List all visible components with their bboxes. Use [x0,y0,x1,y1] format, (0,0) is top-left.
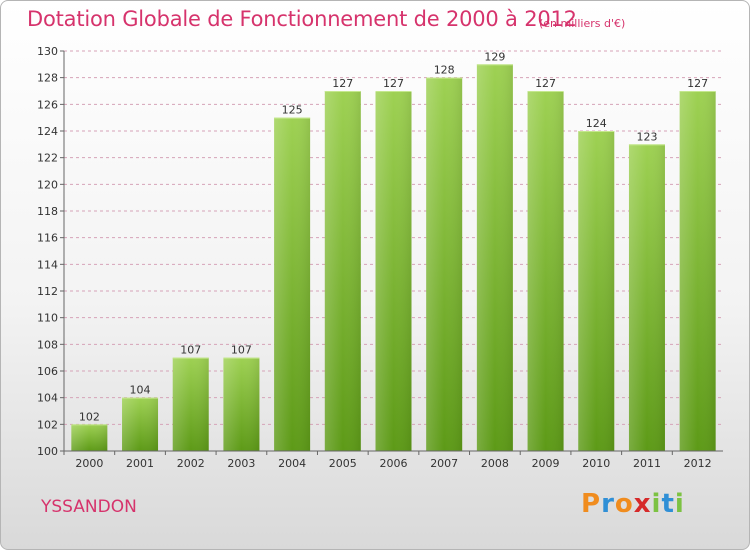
proxiti-logo: Proxiti [581,489,685,519]
logo-letter: t [661,489,675,519]
y-tick-label: 126 [37,98,58,111]
y-tick-label: 104 [37,392,58,405]
y-tick-label: 114 [37,258,58,271]
value-label: 128 [434,64,455,77]
bar-shine [122,397,159,451]
value-label: 123 [636,130,657,143]
value-label: 107 [231,344,252,357]
logo-letter: o [614,489,634,519]
x-tick-label: 2004 [278,457,306,470]
x-tick-label: 2011 [633,457,661,470]
bar-shine [476,64,513,452]
value-label: 104 [130,384,151,397]
x-tick-label: 2008 [481,457,509,470]
unit-note: (en milliers d'€) [539,17,626,30]
x-tick-label: 2012 [684,457,712,470]
y-tick-label: 110 [37,312,58,325]
x-tick-label: 2007 [430,457,458,470]
y-tick-label: 124 [37,125,58,138]
y-tick-label: 120 [37,178,58,191]
chart-title: Dotation Globale de Fonctionnement de 20… [27,7,577,31]
x-tick-label: 2003 [227,457,255,470]
y-tick-label: 118 [37,205,58,218]
value-label: 129 [484,50,505,63]
bar-shine [274,117,311,452]
bar-shine [426,77,463,452]
y-tick-label: 106 [37,365,58,378]
bar-shine [71,424,108,451]
y-tick-label: 100 [37,445,58,458]
x-tick-label: 2002 [177,457,205,470]
y-tick-label: 128 [37,72,58,85]
x-tick-label: 2001 [126,457,154,470]
bar-shine [375,91,412,451]
bar-shine [223,357,260,451]
value-label: 127 [535,77,556,90]
bars: 102 104 107 107 125 127 127 128 129 127 124 123 127 [71,50,716,452]
x-tick-label: 2006 [380,457,408,470]
value-label: 127 [383,77,404,90]
bar-shine [628,144,665,452]
logo-letter: x [633,489,652,519]
bar-shine [679,91,716,451]
bar-shine [324,91,361,451]
x-tick-label: 2005 [329,457,357,470]
x-tick-label: 2009 [532,457,560,470]
value-label: 125 [282,104,303,117]
bar-shine [527,91,564,451]
axes: 1001021041061081101121141161181201221241… [37,45,723,470]
value-label: 102 [79,410,100,423]
value-label: 107 [180,344,201,357]
value-label: 127 [687,77,708,90]
logo-letter: i [651,489,662,519]
x-tick-label: 2010 [582,457,610,470]
logo-letter: r [601,489,615,519]
logo-letter: i [674,489,685,519]
logo-letter: P [581,489,602,519]
y-tick-label: 108 [37,338,58,351]
x-tick-label: 2000 [75,457,103,470]
y-tick-label: 102 [37,418,58,431]
value-label: 127 [332,77,353,90]
y-tick-label: 116 [37,232,58,245]
commune-name: YSSANDON [41,497,137,517]
bar-shine [172,357,209,451]
y-tick-label: 122 [37,152,58,165]
y-tick-label: 112 [37,285,58,298]
value-label: 124 [586,117,607,130]
y-tick-label: 130 [37,45,58,58]
bar-shine [578,131,615,451]
